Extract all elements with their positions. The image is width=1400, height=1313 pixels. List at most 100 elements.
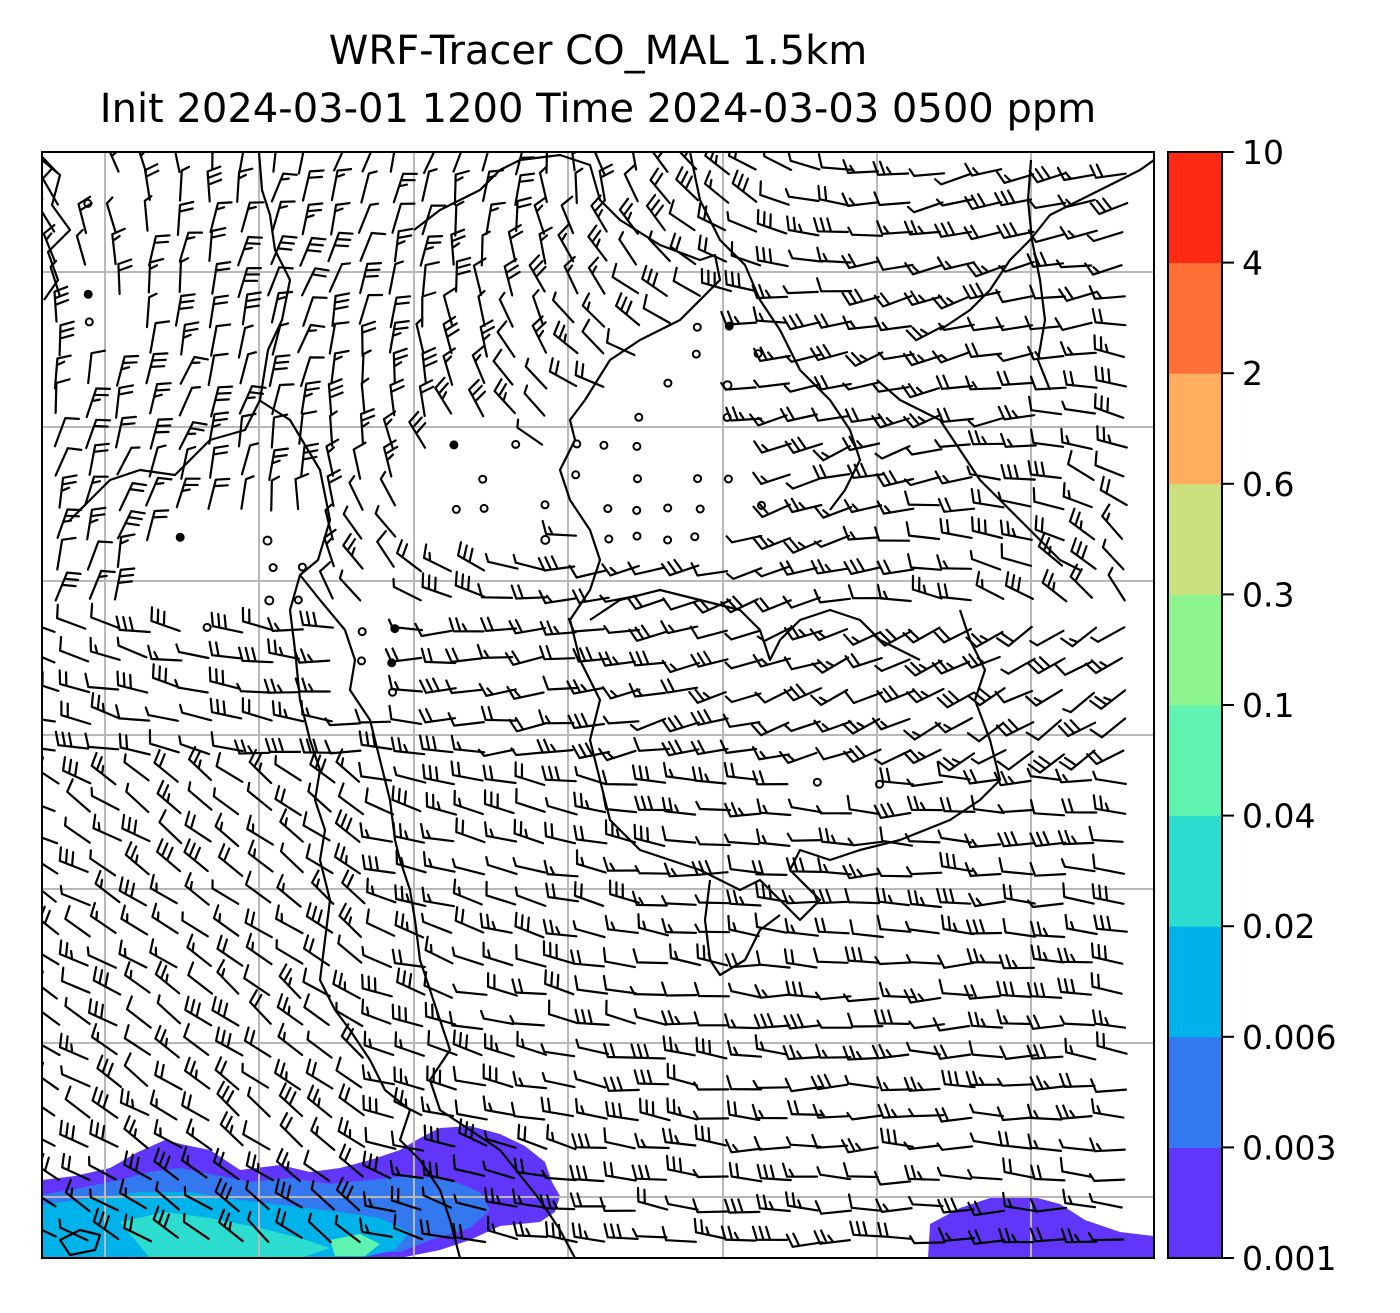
wind-barb [338,1083,365,1117]
wind-barb [906,778,944,788]
wind-barb [334,1214,361,1243]
wind-barb [1089,717,1127,739]
calm-wind-circle [540,534,551,545]
wind-barb [515,152,537,176]
wind-barb [599,594,637,603]
wind-barb [752,534,791,551]
wind-barb [86,506,107,541]
wind-barb [545,882,580,903]
wind-barb [335,748,361,783]
wind-barb [514,886,547,907]
wind-barb [629,717,667,732]
wind-barb [209,697,243,720]
wind-barb [1027,345,1065,361]
wind-barb [1026,1043,1064,1060]
wind-barb [42,862,59,875]
wind-barb [603,1076,640,1092]
wind-barb [750,721,790,737]
wind-barb [1059,1015,1096,1027]
wind-barb [541,1072,576,1089]
wind-barb [813,534,851,548]
wind-barb [148,729,180,754]
wind-barb [723,761,759,781]
wind-barb [970,794,1005,814]
wind-barb [1055,1104,1093,1120]
wind-barb [498,291,514,328]
wind-barb [688,688,727,704]
wind-barb [876,500,915,515]
wind-barb [214,1178,240,1213]
wind-barb [997,831,1035,848]
wind-barb [573,791,607,814]
wind-barb [384,647,423,663]
wind-barb [694,1124,727,1147]
wind-barb [936,407,974,423]
wind-barb [477,289,486,327]
wind-barb [271,383,295,416]
wind-barb [846,794,881,816]
wind-barb [1088,1192,1123,1209]
wind-barb [875,887,910,907]
wind-barb [246,814,274,846]
wind-barb [604,914,639,934]
wind-barb [817,184,851,207]
wind-barb [301,267,330,297]
wind-barb [966,948,1003,964]
wind-barb [305,843,334,875]
wind-barb [216,1080,240,1117]
wind-barb [111,227,126,266]
wind-barb [847,1193,883,1212]
wind-barb [307,1212,332,1244]
wind-barb [483,1130,517,1149]
wind-barb [421,291,437,328]
wind-barb [361,945,392,969]
calm-wind-circle [875,779,884,789]
wind-barb [422,1159,455,1183]
wind-barb [563,255,579,295]
wind-barb [359,822,393,843]
wind-barb [1029,861,1067,877]
wind-barb [906,795,943,812]
wind-barb [155,1181,180,1211]
wind-barb [784,497,823,514]
wind-barb [1029,629,1065,647]
calm-wind-circle [663,378,673,388]
wind-barb [661,825,697,844]
wind-barb [242,1120,271,1151]
wind-barb [42,1029,61,1057]
colorbar-tick-label: 0.6 [1242,465,1294,504]
wind-barb [421,261,440,296]
colorbar-tick-label: 0.006 [1242,1018,1336,1057]
wind-barb [116,533,136,568]
wind-barb [587,224,608,262]
wind-barb [552,291,575,324]
wind-barb [243,1026,272,1058]
wind-barb [271,200,296,232]
wind-barb [605,999,636,1025]
wind-barb [361,854,396,875]
wind-barb [338,902,362,938]
wind-barb [270,413,289,449]
wind-barb [302,296,328,327]
wind-barb [879,767,915,786]
wind-barb [1027,753,1065,774]
wind-barb [531,315,548,354]
wind-barb [300,380,321,415]
wind-barb [845,351,884,367]
wind-barb [442,347,456,386]
wind-barb [934,717,973,734]
wind-barb [704,152,731,176]
wind-barb [244,870,272,904]
calm-wind-circle [632,441,642,451]
wind-barb [1000,657,1036,675]
coastline-west [42,159,72,301]
wind-barb [1107,566,1126,602]
wind-barb [787,152,821,171]
wind-barb [396,967,426,996]
wind-barb [54,730,90,750]
wind-barb [1061,798,1098,814]
wind-barb [481,152,489,172]
wind-barb [570,949,605,968]
wind-barb [445,647,483,663]
wind-barb [422,543,452,573]
